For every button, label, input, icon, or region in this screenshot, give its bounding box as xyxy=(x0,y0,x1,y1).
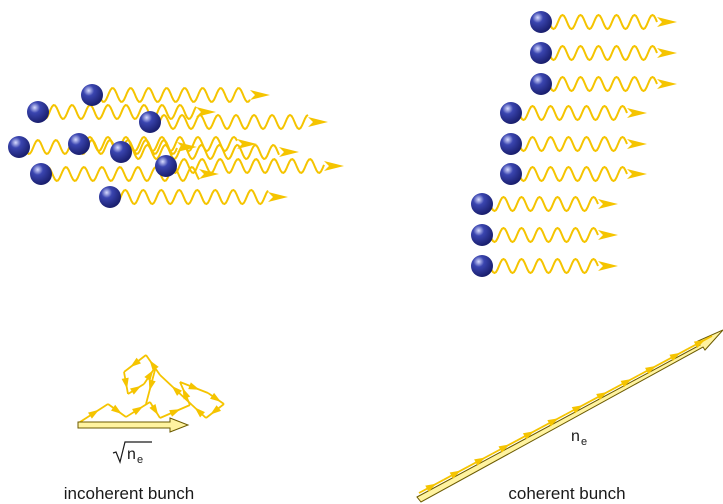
phasor-14 xyxy=(121,371,129,395)
phasor-5 xyxy=(159,404,191,419)
incoherent-electron-6 xyxy=(110,141,132,163)
incoherent-wave-5 xyxy=(86,135,257,153)
incoherent-wave-2 xyxy=(45,104,216,120)
incoherent-electron-7 xyxy=(155,155,177,177)
random-walk-phasors xyxy=(79,354,225,423)
incoherent-wave-8 xyxy=(48,165,219,183)
phasor-13 xyxy=(123,354,147,373)
coherent-phasor-1 xyxy=(418,479,444,494)
coherent-wave-7 xyxy=(489,195,618,213)
coherent-wave-3 xyxy=(548,75,677,93)
phasor-2 xyxy=(107,403,127,418)
incoherent-electron-5 xyxy=(68,133,90,155)
coherent-phasor-2 xyxy=(442,466,469,481)
coherent-caption: coherent bunch xyxy=(508,484,625,503)
coherent-wave-6 xyxy=(518,165,647,183)
phasor-12 xyxy=(145,354,161,376)
incoherent-electron-2 xyxy=(27,101,49,123)
coherent-electron-2 xyxy=(530,42,552,64)
phasor-15 xyxy=(127,383,145,395)
coherent-phasor-chain xyxy=(418,335,713,494)
incoherent-wave-6 xyxy=(128,143,299,161)
incoherent-wave-3 xyxy=(157,113,328,131)
incoherent-electron-9 xyxy=(99,186,121,208)
coherent-electrons xyxy=(471,11,552,277)
phasor-3 xyxy=(125,401,151,418)
incoherent-waves xyxy=(26,87,344,206)
coherent-wave-1 xyxy=(548,13,677,31)
coherent-phasor-10 xyxy=(638,361,664,377)
coherent-wave-9 xyxy=(489,257,618,275)
coherent-phasor-12 xyxy=(687,335,713,350)
incoherent-electron-8 xyxy=(30,163,52,185)
coherent-label-subscript: e xyxy=(581,436,587,448)
coherent-phasor-5 xyxy=(516,426,542,442)
coherent-phasor-7 xyxy=(565,400,591,416)
incoherent-wave-7 xyxy=(173,157,344,175)
coherent-electron-5 xyxy=(500,133,522,155)
coherent-waves xyxy=(489,13,677,275)
coherent-electron-1 xyxy=(530,11,552,33)
incoherent-wave-1 xyxy=(99,87,270,103)
coherent-phasor-3 xyxy=(467,452,493,468)
phasor-9 xyxy=(205,403,225,419)
coherent-electron-4 xyxy=(500,102,522,124)
coherent-electron-8 xyxy=(471,224,493,246)
incoherent-caption: incoherent bunch xyxy=(64,484,194,503)
coherent-electron-3 xyxy=(530,73,552,95)
coherent-wave-2 xyxy=(548,44,677,62)
phasor-16 xyxy=(143,365,157,385)
incoherent-resultant-arrow xyxy=(77,417,190,433)
phasor-4 xyxy=(149,401,161,419)
incoherent-wave-9 xyxy=(117,188,288,206)
coherent-electron-7 xyxy=(471,193,493,215)
coherent-phasor-6 xyxy=(540,413,566,429)
incoherent-electron-3 xyxy=(139,111,161,133)
coherent-electron-6 xyxy=(500,163,522,185)
coherent-phasor-11 xyxy=(662,348,689,363)
incoherent-electron-1 xyxy=(81,84,103,106)
coherent-electron-9 xyxy=(471,255,493,277)
phasor-11 xyxy=(159,374,193,406)
incoherent-electrons xyxy=(8,84,177,208)
phasor-1 xyxy=(79,403,109,423)
coherent-wave-4 xyxy=(518,104,647,122)
phasor-7 xyxy=(179,381,209,394)
sqrt-label-subscript: e xyxy=(137,454,143,466)
sqrt-label-n: n xyxy=(127,446,136,463)
coherent-phasor-8 xyxy=(589,387,615,403)
incoherent-electron-4 xyxy=(8,136,30,158)
coherent-label-n: n xyxy=(571,428,580,445)
coherent-wave-5 xyxy=(518,135,647,153)
phasor-17 xyxy=(145,365,157,405)
phasor-10 xyxy=(191,404,207,419)
coherent-phasor-9 xyxy=(613,374,640,390)
coherent-wave-8 xyxy=(489,226,618,244)
coherent-phasor-4 xyxy=(491,439,518,455)
phasor-8 xyxy=(207,392,225,405)
incoherent-resultant-label: n e xyxy=(112,441,152,466)
